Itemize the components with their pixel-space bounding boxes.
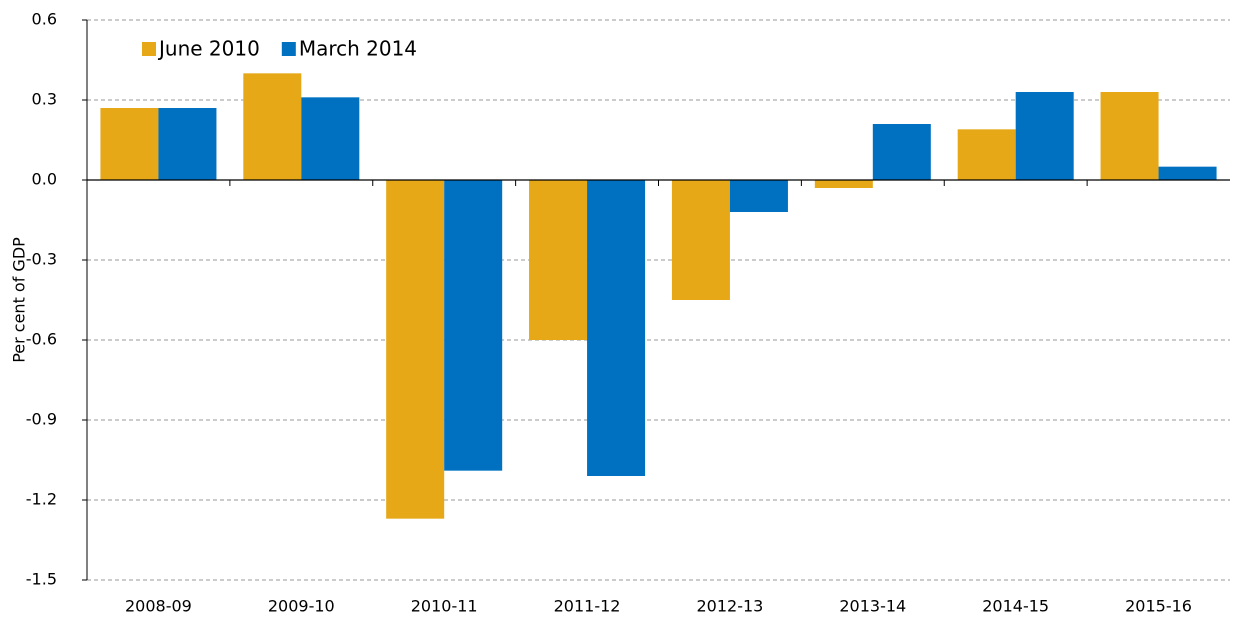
y-axis-label: Per cent of GDP (10, 237, 29, 363)
x-tick-label: 2009-10 (268, 597, 335, 616)
x-tick-label: 2015-16 (1125, 597, 1192, 616)
legend-label: March 2014 (299, 37, 417, 61)
bar (529, 180, 588, 340)
bar (243, 73, 302, 180)
bar (301, 97, 360, 180)
y-tick-label: -1.2 (26, 490, 57, 509)
legend-swatch (142, 42, 156, 56)
x-tick-label: 2012-13 (697, 597, 764, 616)
bar (1158, 166, 1217, 180)
y-tick-label: -0.3 (26, 250, 57, 269)
x-tick-label: 2010-11 (411, 597, 478, 616)
bar (158, 108, 217, 180)
bar (671, 180, 730, 300)
y-tick-label: -1.5 (26, 570, 57, 589)
bar (1100, 92, 1159, 180)
bar (1015, 92, 1074, 180)
x-tick-label: 2008-09 (125, 597, 192, 616)
bar (872, 124, 931, 180)
bar (587, 180, 646, 476)
bar (814, 180, 873, 188)
bar (444, 180, 503, 471)
bar (100, 108, 159, 180)
bar (386, 180, 445, 519)
y-tick-label: 0.3 (32, 90, 57, 109)
y-tick-label: 0.0 (32, 170, 57, 189)
y-tick-label: -0.6 (26, 330, 57, 349)
y-tick-label: -0.9 (26, 410, 57, 429)
bar (957, 129, 1016, 180)
x-tick-label: 2013-14 (839, 597, 906, 616)
y-tick-label: 0.6 (32, 10, 57, 29)
x-tick-label: 2011-12 (554, 597, 621, 616)
bar (729, 180, 788, 212)
x-tick-label: 2014-15 (982, 597, 1049, 616)
legend-swatch (281, 42, 296, 56)
legend-label: June 2010 (157, 37, 260, 61)
